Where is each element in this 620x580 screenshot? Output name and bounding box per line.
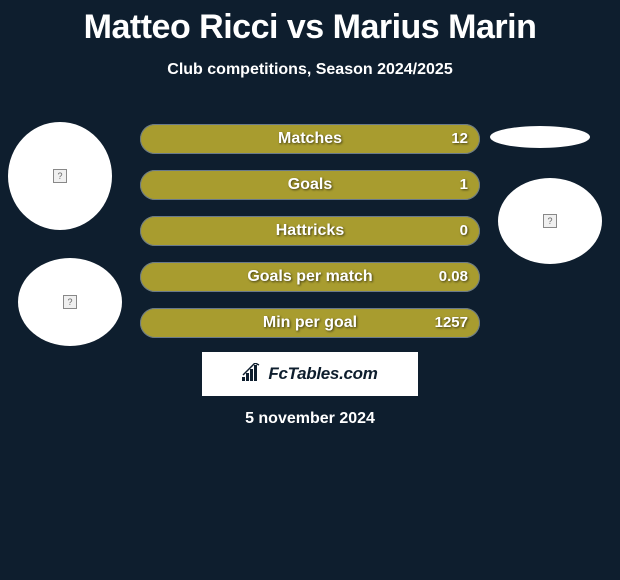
date-label: 5 november 2024 [0,410,620,428]
stat-row: Hattricks0 [140,216,480,246]
stat-label: Goals per match [140,262,480,292]
stat-label: Goals [140,170,480,200]
avatar-circle: ? [8,122,112,230]
attribution-badge: FcTables.com [202,352,418,396]
decorative-ellipse [490,126,590,148]
placeholder-icon: ? [543,214,557,228]
stat-label: Hattricks [140,216,480,246]
page-title: Matteo Ricci vs Marius Marin [0,0,620,47]
placeholder-icon: ? [63,295,77,309]
stat-row: Goals per match0.08 [140,262,480,292]
attribution-logo-icon [242,363,262,386]
stat-value: 1 [460,170,468,200]
stat-row: Goals1 [140,170,480,200]
stat-value: 12 [451,124,468,154]
avatar-circle: ? [498,178,602,264]
stat-value: 0 [460,216,468,246]
stat-row: Min per goal1257 [140,308,480,338]
stat-value: 1257 [435,308,468,338]
stats-chart: Matches12 Goals1 Hattricks0 Goals per match… [140,124,480,354]
stat-label: Min per goal [140,308,480,338]
placeholder-icon: ? [53,169,67,183]
subtitle: Club competitions, Season 2024/2025 [0,61,620,79]
stat-label: Matches [140,124,480,154]
stat-row: Matches12 [140,124,480,154]
avatar-circle: ? [18,258,122,346]
attribution-text: FcTables.com [268,364,377,384]
stat-value: 0.08 [439,262,468,292]
